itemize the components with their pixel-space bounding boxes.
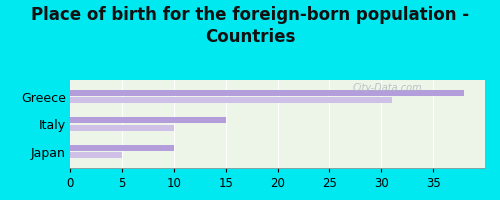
- Bar: [70, 90, 464, 96]
- Bar: [70, 145, 174, 151]
- Text: Place of birth for the foreign-born population -
Countries: Place of birth for the foreign-born popu…: [31, 6, 469, 46]
- Bar: [70, 117, 226, 123]
- Bar: [70, 152, 122, 158]
- Bar: [70, 97, 392, 103]
- Bar: [70, 125, 174, 131]
- Text: City-Data.com: City-Data.com: [352, 83, 422, 93]
